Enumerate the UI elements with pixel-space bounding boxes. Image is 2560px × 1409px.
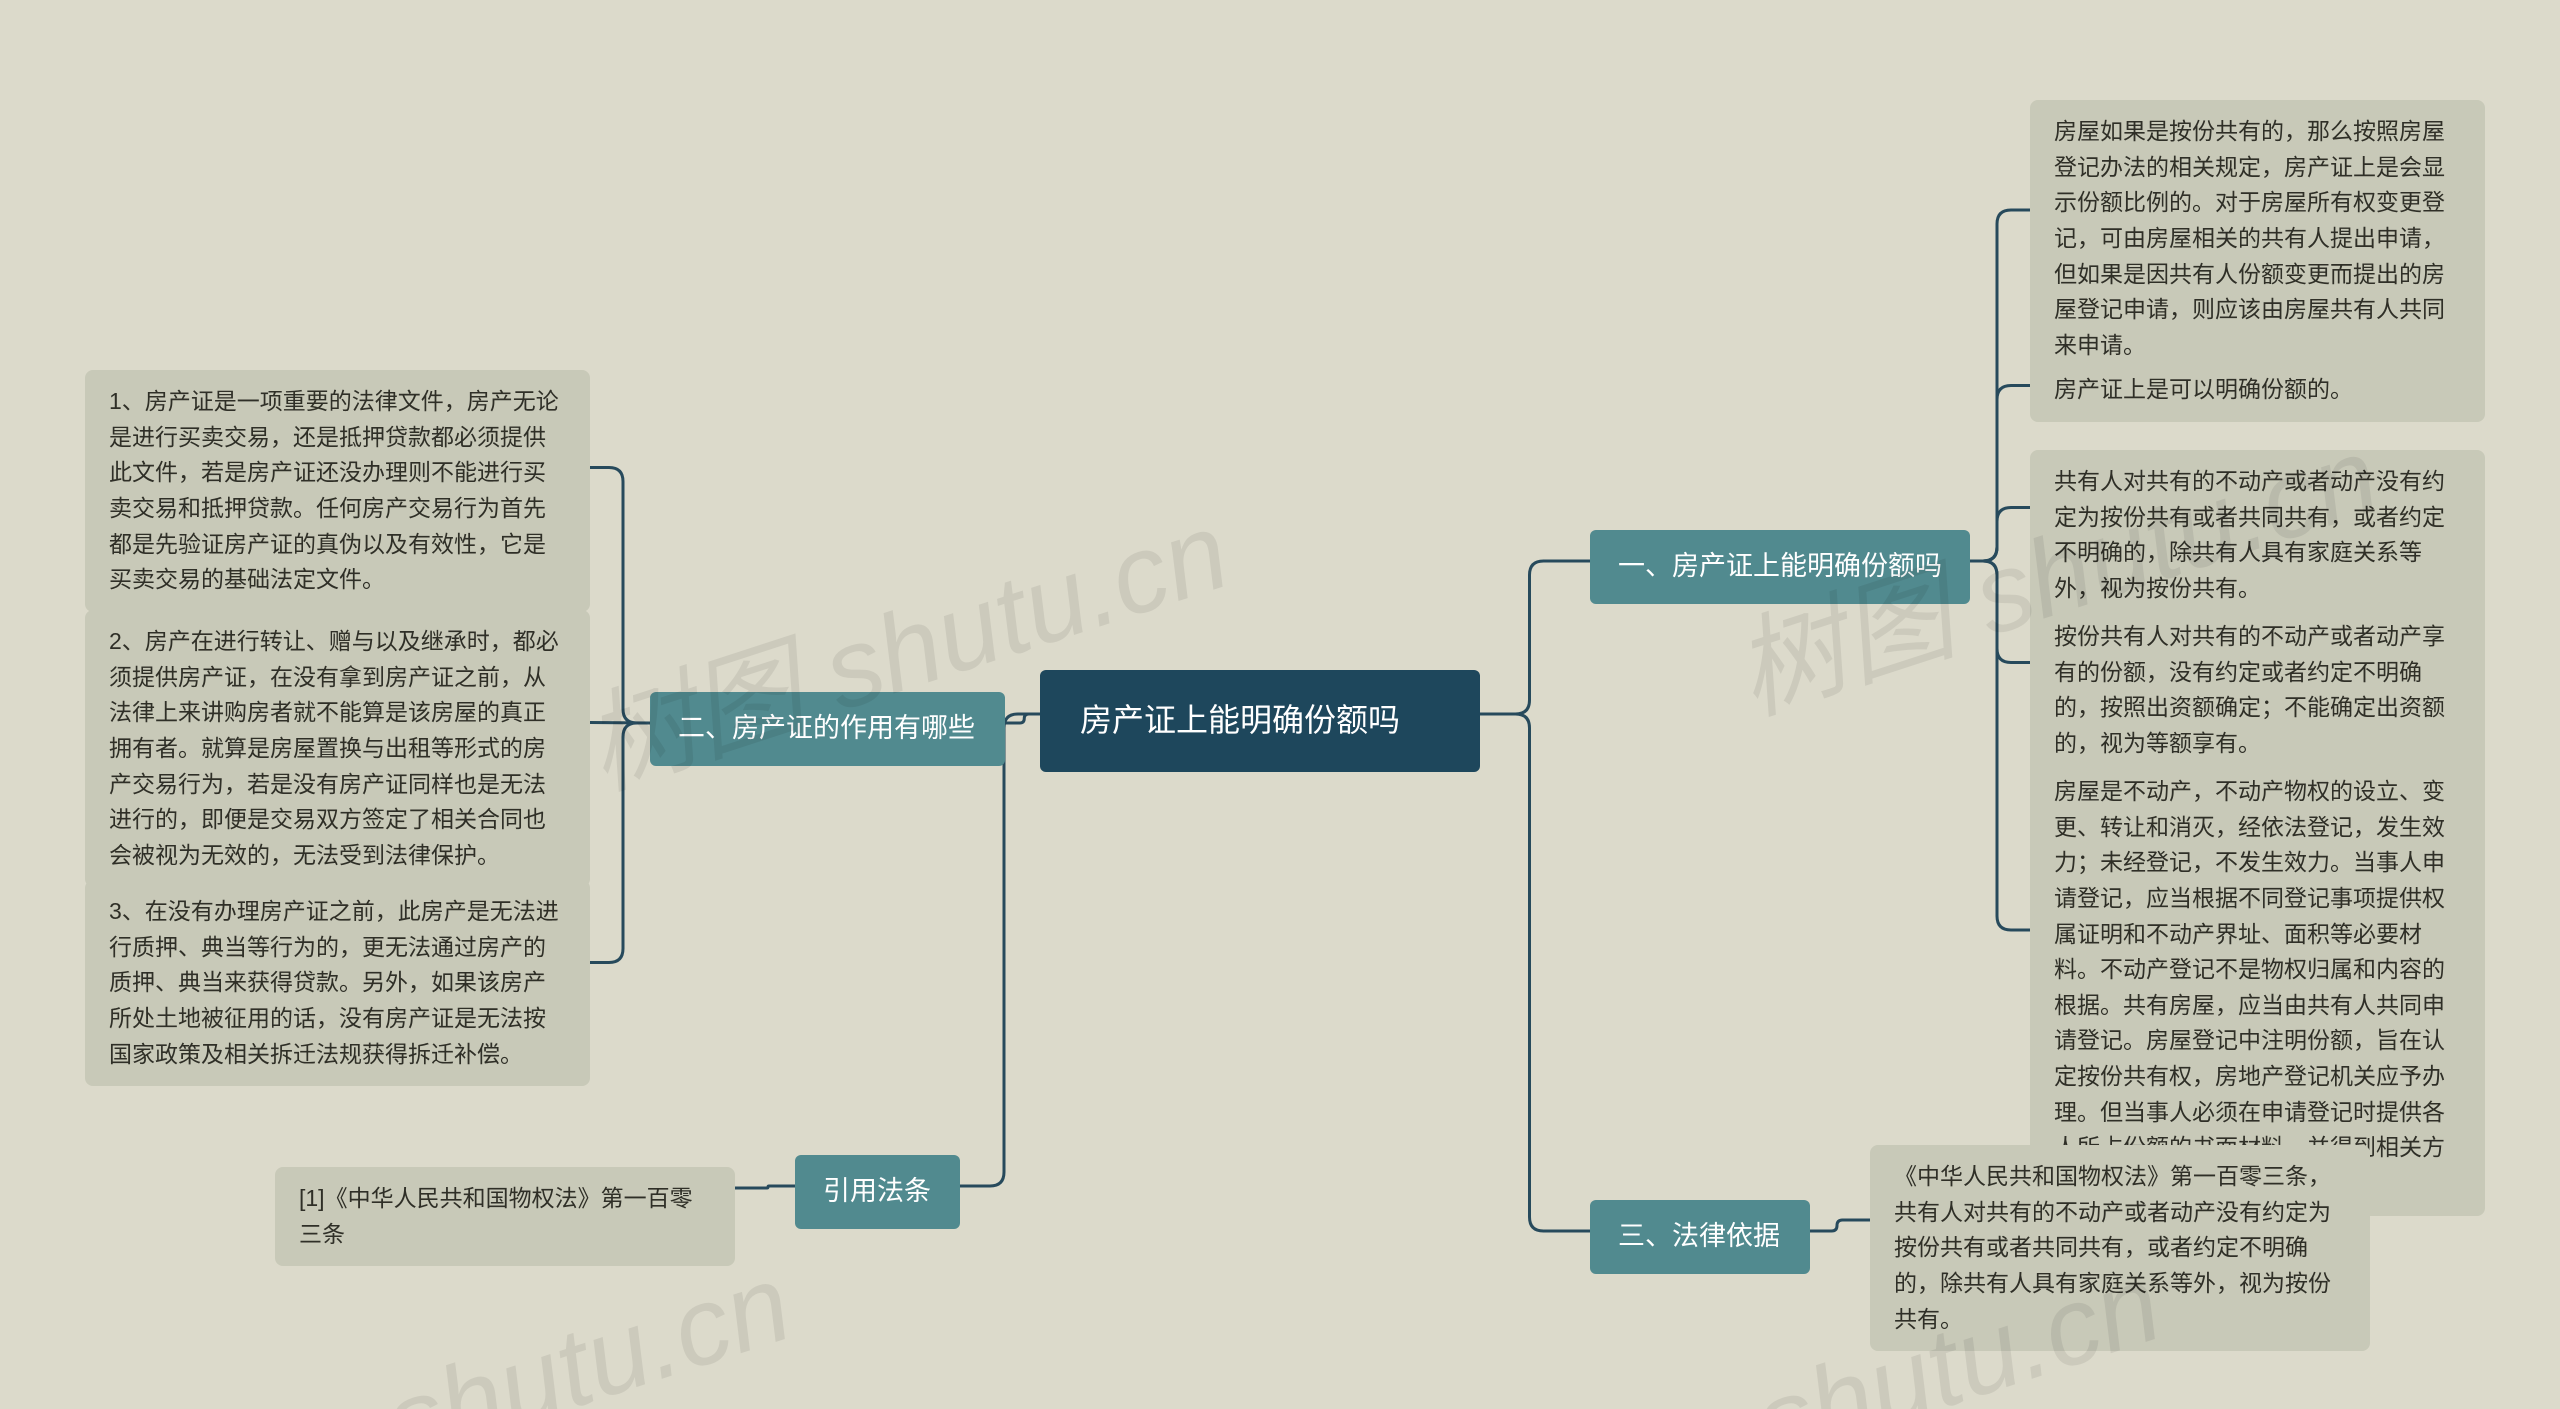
leaf-b3l1: 《中华人民共和国物权法》第一百零三条，共有人对共有的不动产或者动产没有约定为按份…	[1870, 1145, 2370, 1351]
center-node: 房产证上能明确份额吗	[1040, 670, 1480, 772]
branch-b2: 二、房产证的作用有哪些	[650, 692, 1005, 766]
leaf-b1l1: 房屋如果是按份共有的，那么按照房屋登记办法的相关规定，房产证上是会显示份额比例的…	[2030, 100, 2485, 377]
leaf-b2l2: 2、房产在进行转让、赠与以及继承时，都必须提供房产证，在没有拿到房产证之前，从法…	[85, 610, 590, 887]
branch-b3: 三、法律依据	[1590, 1200, 1810, 1274]
leaf-b2l1: 1、房产证是一项重要的法律文件，房产无论是进行买卖交易，还是抵押贷款都必须提供此…	[85, 370, 590, 612]
branch-b1: 一、房产证上能明确份额吗	[1590, 530, 1970, 604]
leaf-b4l1: [1]《中华人民共和国物权法》第一百零三条	[275, 1167, 735, 1266]
leaf-b1l4: 按份共有人对共有的不动产或者动产享有的份额，没有约定或者约定不明确的，按照出资额…	[2030, 605, 2485, 776]
branch-b4: 引用法条	[795, 1155, 960, 1229]
leaf-b2l3: 3、在没有办理房产证之前，此房产是无法进行质押、典当等行为的，更无法通过房产的质…	[85, 880, 590, 1086]
leaf-b1l2: 房产证上是可以明确份额的。	[2030, 358, 2485, 422]
leaf-b1l3: 共有人对共有的不动产或者动产没有约定为按份共有或者共同共有，或者约定不明确的，除…	[2030, 450, 2485, 621]
mindmap-stage: 房产证上能明确份额吗 一、房产证上能明确份额吗 房屋如果是按份共有的，那么按照房屋登…	[0, 0, 2560, 1409]
